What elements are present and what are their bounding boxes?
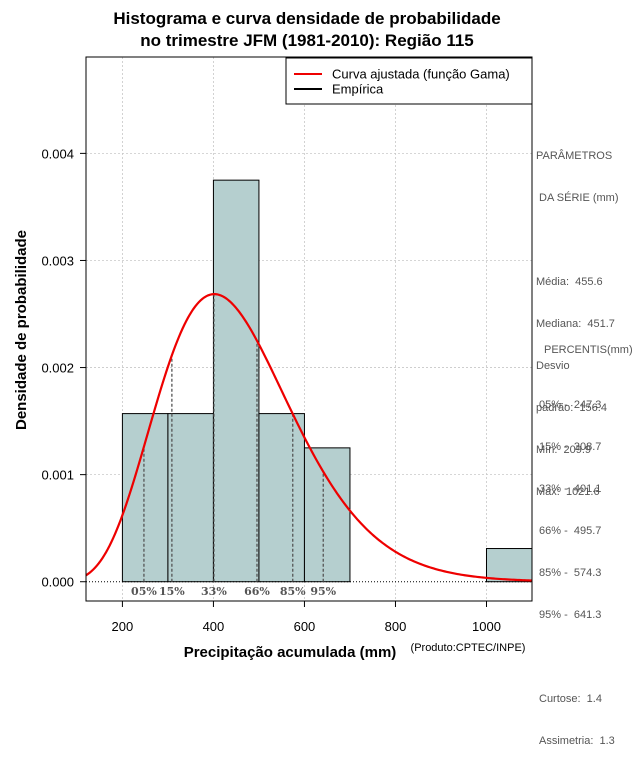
percentile-33: 33% - 401.1 (539, 483, 602, 495)
percentile-66: 66% - 495.7 (539, 525, 602, 537)
percentiles-panel: 05% - 247.3 15% - 308.7 33% - 401.1 66% … (539, 370, 615, 762)
param-desvio-line-1: Desvio (536, 360, 570, 372)
legend-label-curve: Curva ajustada (função Gama) (332, 67, 510, 82)
legend: Curva ajustada (função Gama) Empírica (285, 57, 533, 105)
histogram-chart: Histograma e curva densidade de probabil… (13, 9, 533, 660)
x-tick-label: 1000 (472, 619, 501, 634)
histogram-bar-3 (212, 179, 260, 583)
param-media: Média: 455.6 (536, 276, 603, 288)
x-axis-ticks: 200 400 600 800 1000 (112, 601, 501, 634)
percentile-05: 05% - 247.3 (539, 399, 602, 411)
legend-box (285, 57, 533, 105)
x-axis-label: Precipitação acumulada (mm) (184, 644, 397, 660)
percentiles-title: PERCENTIS(mm) (544, 344, 633, 356)
params-title-line-2: DA SÉRIE (mm) (536, 192, 619, 204)
param-desvio-line-2: padrão: 156.4 (536, 402, 607, 414)
y-tick-label: 0.004 (41, 146, 74, 161)
percentile-85: 85% - 574.3 (539, 567, 602, 579)
x-tick-label: 400 (203, 619, 225, 634)
param-min: Mín: 209.9 (536, 444, 592, 456)
stat-assimetria: Assimetria: 1.3 (539, 735, 615, 747)
x-tick-label: 200 (112, 619, 134, 634)
histogram-bars (121, 179, 533, 583)
y-axis-ticks: 0.000 0.001 0.002 0.003 0.004 (41, 146, 86, 590)
percentile-95: 95% - 641.3 (539, 609, 602, 621)
gamma-fit-curve (85, 293, 533, 582)
percentile-label-15: 15% (159, 585, 185, 598)
y-tick-label: 0.002 (41, 361, 74, 376)
series-parameters-panel: PARÂMETROS DA SÉRIE (mm) Média: 455.6 Me… (536, 121, 619, 513)
percentile-labels: 05% 15% 33% 66% 85% 95% (131, 585, 337, 598)
percentile-label-05: 05% (131, 585, 157, 598)
histogram-bar-2 (167, 413, 214, 583)
y-tick-label: 0.003 (41, 253, 74, 268)
percentile-label-85: 85% (280, 585, 306, 598)
histogram-bar-4 (258, 413, 305, 583)
percentile-label-95: 95% (310, 585, 336, 598)
y-axis-label: Densidade de probabilidade (13, 230, 30, 430)
histogram-bar-5 (303, 447, 351, 583)
plot-frame (85, 56, 533, 602)
y-tick-label: 0.001 (41, 468, 74, 483)
percentile-label-33: 33% (201, 585, 227, 598)
chart-title-line-1: Histograma e curva densidade de probabil… (113, 9, 500, 28)
percentile-lines (143, 294, 324, 582)
x-tick-label: 600 (294, 619, 316, 634)
y-tick-label: 0.000 (41, 575, 74, 590)
param-mediana: Mediana: 451.7 (536, 318, 615, 330)
params-title-line-1: PARÂMETROS (536, 150, 613, 162)
product-credit: (Produto:CPTEC/INPE) (411, 642, 526, 654)
percentile-label-66: 66% (244, 585, 270, 598)
x-tick-label: 800 (385, 619, 407, 634)
param-max: Máx: 1021.6 (536, 486, 600, 498)
legend-label-empirical: Empírica (332, 82, 384, 97)
histogram-bar-6 (485, 548, 533, 583)
percentile-15: 15% - 308.7 (539, 441, 602, 453)
chart-title-line-2: no trimestre JFM (1981-2010): Região 115 (140, 31, 474, 50)
stat-curtose: Curtose: 1.4 (539, 693, 602, 705)
